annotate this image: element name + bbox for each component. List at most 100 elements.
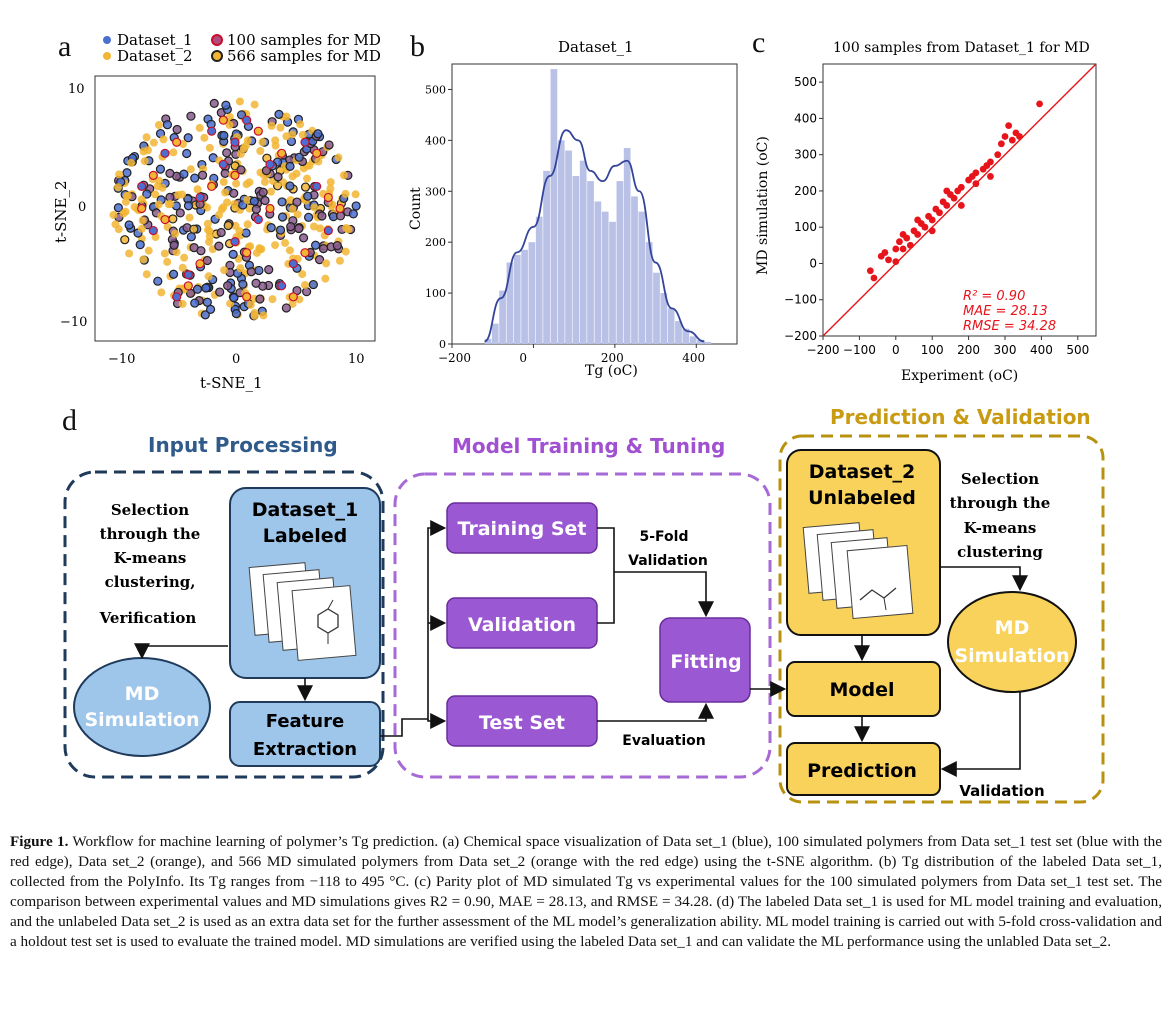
parity-point	[1016, 133, 1023, 140]
tsne-point	[130, 202, 139, 211]
tsne-point	[204, 272, 213, 281]
tsne-point	[282, 132, 291, 141]
hist-bar	[616, 181, 624, 344]
tsne-point	[238, 279, 248, 289]
tsne-xtick-1: 0	[232, 352, 240, 367]
hist-bar	[682, 328, 690, 344]
tsne-ytick-2: −10	[60, 315, 87, 330]
tsne-point	[140, 157, 149, 166]
validation-right-label: Validation	[959, 782, 1044, 800]
tsne-point	[216, 227, 226, 238]
hist-bar	[506, 262, 514, 344]
tsne-point	[205, 143, 214, 152]
hist-bar	[521, 249, 528, 344]
parity-point	[987, 158, 994, 166]
tsne-series-point	[218, 159, 228, 169]
tsne-point	[222, 148, 232, 158]
tsne-point	[142, 133, 151, 142]
tsne-point	[310, 240, 321, 250]
tsne-cloud	[109, 97, 361, 321]
tsne-point	[334, 153, 343, 162]
md-simulation-right-line2: Simulation	[954, 645, 1069, 667]
hist-xtick-label: −200	[438, 351, 471, 365]
tsne-point	[154, 176, 163, 185]
tsne-point	[192, 284, 203, 294]
legend-marker-100md	[211, 34, 223, 46]
legend-label-dataset1: Dataset_1	[117, 31, 193, 49]
tsne-series-point	[300, 137, 310, 147]
tsne-point	[186, 232, 196, 242]
legend-marker-566md	[211, 50, 223, 62]
tsne-point	[154, 200, 163, 209]
tsne-point	[300, 182, 311, 192]
dataset1-subtitle: Labeled	[263, 525, 347, 547]
tsne-point	[196, 246, 206, 256]
tsne-point	[223, 198, 232, 207]
tsne-point	[339, 171, 348, 180]
tsne-point	[288, 299, 297, 308]
tsne-series-point	[218, 115, 228, 125]
parity-xtick-label: −200	[807, 343, 840, 357]
tsne-point	[138, 216, 147, 225]
parity-xtick-label: 0	[892, 343, 900, 357]
hist-ytick-label: 0	[439, 338, 446, 351]
tsne-point	[310, 203, 319, 212]
tsne-series-point	[207, 181, 217, 192]
hist-bar	[697, 339, 704, 344]
parity-point	[914, 231, 922, 238]
tsne-series-point	[312, 181, 322, 192]
tsne-point	[314, 157, 323, 166]
svg-text:K-means: K-means	[114, 549, 187, 567]
tsne-point	[277, 197, 287, 207]
hist-ytick-label: 500	[425, 83, 446, 96]
hist-bar	[528, 242, 536, 344]
validation-label: Validation	[468, 614, 576, 636]
line-train-validation-join	[597, 527, 615, 624]
legend-label-dataset2: Dataset_2	[117, 47, 193, 65]
tsne-legend: Dataset_1 Dataset_2 100 samples for MD 5…	[103, 31, 381, 65]
fitting-box	[659, 617, 751, 703]
tsne-point	[220, 266, 229, 275]
tsne-point	[155, 164, 166, 174]
prediction-validation-container	[778, 434, 1105, 804]
md-simulation-right	[947, 591, 1077, 693]
tsne-point	[223, 281, 233, 291]
model-box	[786, 661, 941, 717]
fivefold-line2: Validation	[628, 553, 708, 569]
parity-xtick-label: 100	[921, 343, 944, 357]
tsne-point	[267, 121, 276, 130]
tsne-point	[258, 187, 268, 197]
tsne-point	[169, 240, 179, 250]
arrow-feature-to-training	[380, 520, 447, 737]
caption-lead: Figure 1.	[10, 833, 69, 850]
tsne-point	[242, 180, 251, 189]
parity-point	[972, 169, 980, 177]
hist-bar	[535, 216, 543, 344]
tsne-point	[309, 222, 318, 231]
feature-extraction-line1: Feature	[266, 711, 344, 732]
parity-xlabel: Experiment (oC)	[901, 368, 1018, 384]
tsne-point	[142, 189, 152, 199]
md-simulation-left	[73, 657, 211, 757]
tsne-series-point	[242, 115, 252, 125]
parity-point	[928, 216, 936, 224]
tsne-point	[326, 184, 335, 193]
parity-point	[1036, 100, 1043, 108]
tsne-series-point	[277, 148, 287, 158]
parity-point	[892, 245, 900, 253]
tsne-point	[303, 191, 313, 201]
hist-xtick-label: 200	[601, 351, 624, 365]
tsne-point	[162, 120, 173, 130]
tsne-point	[214, 210, 223, 219]
parity-point	[899, 231, 907, 238]
parity-ylabel: MD simulation (oC)	[755, 136, 771, 275]
tsne-point	[260, 195, 270, 206]
tsne-point	[160, 249, 169, 258]
tsne-point	[225, 120, 234, 129]
tsne-xtick-0: −10	[108, 352, 135, 367]
tsne-point	[142, 270, 151, 279]
tsne-point	[190, 173, 200, 183]
selection-text-right: Selection through the K-means clustering	[950, 470, 1051, 561]
tsne-series-point	[172, 137, 182, 147]
